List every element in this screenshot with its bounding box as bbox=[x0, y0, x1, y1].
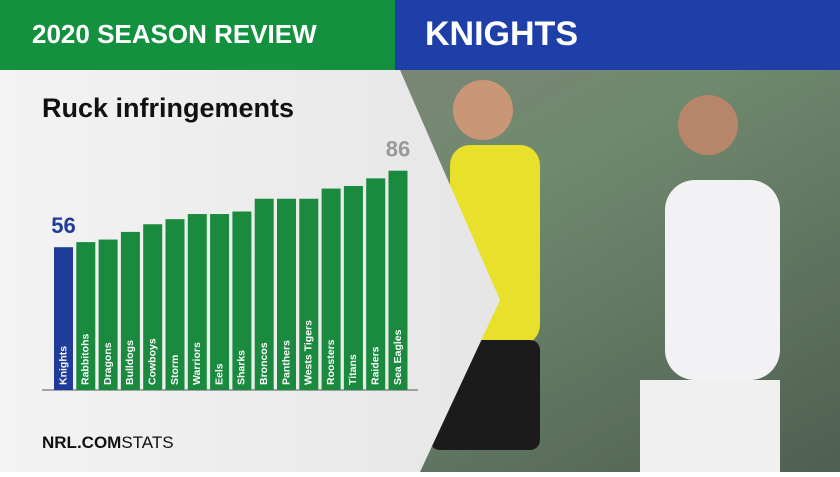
category-label: Wests Tigers bbox=[303, 320, 315, 385]
category-label: Dragons bbox=[102, 342, 114, 385]
value-label: 86 bbox=[386, 137, 410, 162]
category-label: Raiders bbox=[369, 346, 381, 385]
category-label: Knights bbox=[57, 346, 69, 385]
bar bbox=[120, 231, 140, 390]
section: STATS bbox=[121, 433, 173, 452]
category-label: Warriors bbox=[191, 342, 203, 385]
footer-brand: NRL.COMSTATS bbox=[42, 433, 174, 452]
category-label: Roosters bbox=[325, 339, 337, 385]
bar bbox=[143, 224, 163, 390]
bar bbox=[299, 198, 319, 390]
bar bbox=[321, 188, 341, 390]
bar bbox=[343, 186, 363, 390]
bar bbox=[388, 170, 408, 390]
category-label: Cowboys bbox=[146, 338, 158, 385]
category-label: Titans bbox=[347, 354, 359, 385]
photo-figures bbox=[430, 80, 780, 472]
bar bbox=[98, 239, 118, 390]
bar bbox=[54, 247, 73, 390]
bar bbox=[187, 214, 207, 390]
bar bbox=[76, 242, 96, 390]
bar bbox=[232, 211, 252, 390]
category-label: Sea Eagles bbox=[392, 329, 404, 385]
header-title: 2020 SEASON REVIEW bbox=[32, 19, 317, 49]
brand: NRL.COM bbox=[42, 433, 121, 452]
bar bbox=[254, 198, 274, 390]
bar bbox=[277, 198, 296, 390]
category-label: Rabbitohs bbox=[80, 334, 92, 385]
category-label: Storm bbox=[169, 355, 181, 385]
team-name: KNIGHTS bbox=[425, 15, 578, 53]
chart-title: Ruck infringements bbox=[42, 93, 294, 123]
category-label: Panthers bbox=[280, 340, 292, 385]
bar bbox=[366, 178, 386, 390]
category-label: Sharks bbox=[236, 350, 248, 385]
bar bbox=[210, 214, 230, 390]
team-banner bbox=[395, 0, 840, 70]
header-banner bbox=[0, 0, 395, 70]
category-label: Bulldogs bbox=[124, 340, 136, 385]
category-label: Eels bbox=[213, 363, 225, 385]
bar bbox=[165, 219, 185, 390]
value-label: 56 bbox=[51, 213, 75, 238]
category-label: Broncos bbox=[258, 342, 270, 385]
